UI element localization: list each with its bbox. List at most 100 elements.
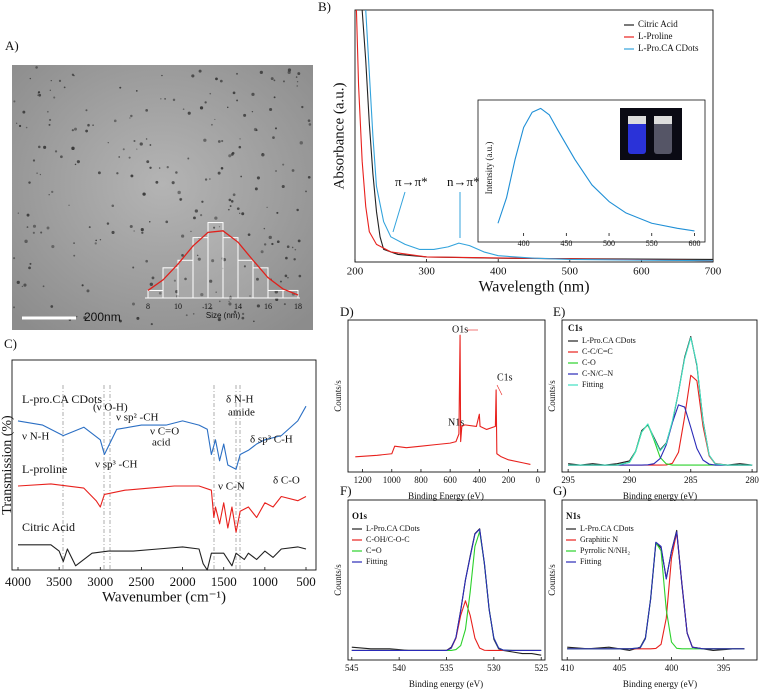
x-axis-label: Binding energy (eV)	[623, 491, 697, 501]
particle	[286, 245, 290, 249]
particle	[49, 118, 52, 122]
particle	[17, 212, 19, 214]
particle	[42, 285, 45, 288]
particle	[241, 312, 245, 315]
series-line	[355, 334, 531, 465]
particle	[133, 140, 136, 143]
particle	[26, 213, 30, 217]
particle	[291, 169, 295, 172]
panel-label: B)	[318, 0, 331, 14]
particle	[43, 145, 47, 149]
annotation: δ sp³ C-H	[250, 434, 293, 446]
y-axis-label: Transmission (%)	[0, 415, 15, 515]
particle	[253, 127, 258, 132]
particle	[215, 291, 217, 293]
particle	[220, 167, 224, 170]
x-tick-label: 285	[684, 475, 698, 485]
particle	[74, 163, 77, 166]
particle	[287, 276, 289, 279]
x-axis-label: Wavenumber (cm⁻¹)	[102, 589, 226, 605]
particle	[122, 148, 125, 151]
particle	[73, 242, 75, 245]
particle	[307, 175, 311, 179]
x-tick-label: 8	[146, 302, 150, 311]
y-axis-label: Counts/s	[547, 564, 557, 596]
particle	[13, 100, 16, 103]
x-tick-label: 500	[562, 266, 579, 278]
particle	[200, 293, 204, 297]
particle	[236, 72, 238, 75]
particle	[287, 68, 292, 72]
x-tick-label: 16	[264, 302, 272, 311]
legend-label: C-O	[582, 358, 596, 367]
particle	[106, 222, 110, 225]
x-tick-label: 200	[347, 266, 364, 278]
vial	[654, 122, 672, 154]
hist-bar	[177, 259, 194, 299]
particle	[229, 205, 232, 208]
panel-title: C1s	[568, 323, 583, 333]
particle	[194, 209, 198, 213]
annotation: O1s	[452, 324, 468, 335]
particle	[181, 254, 184, 257]
particle	[136, 316, 140, 320]
x-tick-label: 18	[294, 302, 302, 311]
leader	[496, 384, 503, 396]
x-tick-label: 450	[560, 239, 572, 248]
particle	[179, 197, 183, 201]
annotation: ν sp³ -CH	[95, 459, 138, 471]
particle	[272, 136, 275, 139]
particle	[18, 124, 22, 128]
particle	[132, 266, 135, 269]
x-tick-label: 525	[534, 663, 548, 673]
particle	[214, 216, 218, 220]
particle	[73, 254, 76, 257]
particle	[293, 258, 296, 261]
particle	[54, 150, 58, 153]
legend-label: Fitting	[582, 380, 603, 389]
x-tick-label: 300	[418, 266, 435, 278]
particle	[298, 274, 302, 278]
particle	[68, 204, 70, 207]
hist-bar	[282, 289, 299, 299]
particle	[175, 171, 178, 174]
particle	[228, 300, 230, 303]
x-axis-label: Size (nm)	[206, 311, 241, 320]
annotation: n→π*	[447, 174, 480, 189]
particle	[113, 119, 117, 123]
particle	[187, 111, 191, 115]
x-tick-label: 14	[234, 302, 242, 311]
particle	[291, 246, 294, 249]
y-axis-label: Counts/s	[333, 564, 343, 596]
particle	[13, 257, 16, 260]
x-axis-label: Wavelength (nm)	[478, 279, 589, 296]
particle	[301, 105, 304, 109]
particle	[51, 244, 55, 249]
annotation: δ C-O	[273, 475, 300, 487]
x-tick-label: 530	[487, 663, 501, 673]
particle	[284, 274, 288, 278]
particle	[296, 81, 299, 83]
particle	[164, 98, 166, 100]
particle	[236, 99, 239, 102]
particle	[263, 243, 267, 246]
particle	[266, 206, 268, 208]
particle	[107, 141, 109, 144]
series-label: L-proline	[22, 462, 67, 476]
particle	[211, 259, 215, 263]
x-tick-label: 600	[443, 475, 457, 485]
y-axis-label: Intensity (a.u.)	[484, 142, 494, 195]
hist-bar	[192, 237, 209, 299]
particle	[192, 313, 195, 315]
particle	[204, 101, 207, 104]
particle	[76, 160, 80, 164]
particle	[307, 119, 311, 122]
particle	[251, 92, 255, 96]
particle	[26, 226, 29, 228]
particle	[21, 285, 24, 288]
annotation: C1s	[497, 372, 513, 383]
particle	[240, 175, 243, 178]
y-axis-label: Absorbance (a.u.)	[331, 82, 347, 189]
particle	[275, 297, 279, 302]
vial	[628, 122, 646, 154]
